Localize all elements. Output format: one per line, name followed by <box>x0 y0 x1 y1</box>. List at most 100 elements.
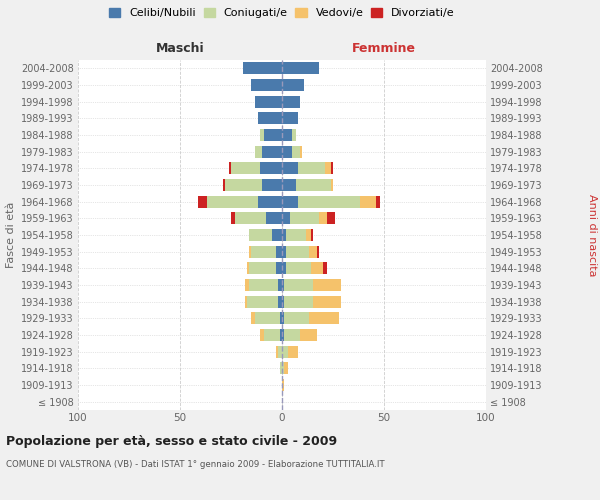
Bar <box>250 279 278 291</box>
Bar <box>288 346 298 358</box>
Bar <box>250 246 251 258</box>
Bar <box>282 146 292 158</box>
Bar <box>323 262 327 274</box>
Bar <box>243 62 282 74</box>
Bar <box>260 162 282 174</box>
Bar <box>247 296 278 308</box>
Bar <box>276 346 278 358</box>
Bar <box>292 129 296 141</box>
Bar <box>276 246 282 258</box>
Bar <box>282 262 286 274</box>
Bar <box>282 112 298 124</box>
Bar <box>280 312 282 324</box>
Bar <box>319 212 327 224</box>
Bar <box>284 329 301 341</box>
Bar <box>308 312 339 324</box>
Bar <box>257 112 282 124</box>
Bar <box>296 179 331 191</box>
Text: Anni di nascita: Anni di nascita <box>587 194 597 276</box>
Bar <box>301 329 317 341</box>
Bar <box>229 162 231 174</box>
Bar <box>292 146 301 158</box>
Bar <box>250 262 276 274</box>
Bar <box>282 212 290 224</box>
Bar <box>251 79 282 91</box>
Bar <box>282 246 286 258</box>
Bar <box>280 329 282 341</box>
Text: COMUNE DI VALSTRONA (VB) - Dati ISTAT 1° gennaio 2009 - Elaborazione TUTTITALIA.: COMUNE DI VALSTRONA (VB) - Dati ISTAT 1°… <box>6 460 385 469</box>
Bar <box>199 196 206 207</box>
Bar <box>282 62 319 74</box>
Bar <box>282 229 286 241</box>
Bar <box>231 212 235 224</box>
Bar <box>245 296 247 308</box>
Bar <box>282 96 301 108</box>
Text: Femmine: Femmine <box>352 42 416 55</box>
Text: Maschi: Maschi <box>155 42 205 55</box>
Bar <box>263 129 282 141</box>
Bar <box>278 279 282 291</box>
Bar <box>327 212 335 224</box>
Bar <box>245 279 250 291</box>
Bar <box>311 229 313 241</box>
Bar <box>272 229 282 241</box>
Bar <box>280 362 282 374</box>
Bar <box>231 162 260 174</box>
Bar <box>257 196 282 207</box>
Bar <box>262 146 282 158</box>
Bar <box>247 262 250 274</box>
Bar <box>359 196 376 207</box>
Bar <box>298 162 325 174</box>
Bar <box>311 262 323 274</box>
Bar <box>284 362 288 374</box>
Bar <box>282 279 284 291</box>
Bar <box>282 312 284 324</box>
Bar <box>313 296 341 308</box>
Y-axis label: Fasce di età: Fasce di età <box>5 202 16 268</box>
Bar <box>223 179 225 191</box>
Bar <box>266 212 282 224</box>
Bar <box>263 329 280 341</box>
Bar <box>313 279 341 291</box>
Bar <box>206 196 257 207</box>
Bar <box>262 179 282 191</box>
Bar <box>282 129 292 141</box>
Bar <box>278 346 282 358</box>
Bar <box>235 212 266 224</box>
Bar <box>331 179 333 191</box>
Bar <box>256 312 280 324</box>
Bar <box>282 196 298 207</box>
Bar <box>307 229 311 241</box>
Bar <box>308 246 317 258</box>
Bar <box>282 162 298 174</box>
Bar <box>325 162 331 174</box>
Bar <box>278 296 282 308</box>
Bar <box>286 246 308 258</box>
Bar <box>256 96 282 108</box>
Bar <box>284 312 308 324</box>
Bar <box>284 279 313 291</box>
Bar <box>282 362 284 374</box>
Bar <box>331 162 333 174</box>
Bar <box>282 329 284 341</box>
Bar <box>298 196 359 207</box>
Bar <box>282 296 284 308</box>
Bar <box>284 296 313 308</box>
Bar <box>282 346 288 358</box>
Bar <box>276 262 282 274</box>
Bar <box>282 179 296 191</box>
Bar <box>260 329 263 341</box>
Bar <box>282 379 284 391</box>
Bar <box>286 229 307 241</box>
Bar <box>251 246 276 258</box>
Bar <box>256 146 262 158</box>
Bar <box>250 229 272 241</box>
Bar <box>251 312 256 324</box>
Text: Popolazione per età, sesso e stato civile - 2009: Popolazione per età, sesso e stato civil… <box>6 435 337 448</box>
Bar <box>225 179 262 191</box>
Bar <box>286 262 311 274</box>
Bar <box>260 129 263 141</box>
Bar <box>290 212 319 224</box>
Bar <box>317 246 319 258</box>
Bar <box>376 196 380 207</box>
